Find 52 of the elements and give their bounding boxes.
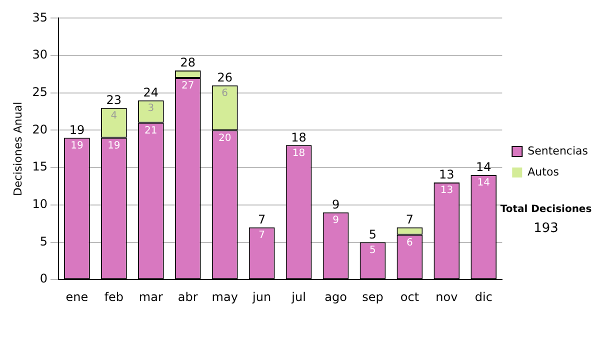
data-label: 14 [477,178,490,189]
total-label: 9 [332,198,340,212]
total-label: 7 [258,212,266,226]
x-tick-label: abr [178,290,198,304]
total-label: 14 [476,160,492,174]
total-label: 28 [180,56,196,70]
y-axis-title: Decisiones Anual [11,102,24,196]
total-label: 23 [106,92,122,107]
data-label: 21 [144,125,158,136]
annotation: Total Decisiones [499,204,593,215]
x-tick-label: may [212,290,238,304]
x-tick-label: ago [324,290,347,304]
data-label: 18 [292,148,306,159]
y-tick-label: 10 [32,197,48,212]
total-label: 26 [217,70,232,85]
legend-label: Autos [528,165,560,178]
y-tick-label: 25 [32,85,48,100]
total-label: 19 [69,122,85,137]
x-tick-label: jun [252,290,272,304]
data-label: 19 [70,140,84,152]
total-label: 5 [368,227,377,242]
y-tick-label: 5 [40,234,48,248]
total-label: 13 [439,168,454,182]
text: 193 [532,221,560,236]
y-tick-label: 0 [40,272,48,286]
x-tick-label: mar [138,290,163,304]
legend-label: Sentencias [528,144,588,158]
x-tick-label: feb [104,290,124,304]
x-tick-label: ene [66,290,88,304]
y-tick-label: 20 [32,122,48,136]
data-label: 3 [148,102,154,114]
data-label: 7 [258,230,266,241]
y-tick-label: 35 [32,10,48,24]
total-label: 18 [291,130,306,144]
data-label: 20 [218,132,232,144]
data-label: 27 [182,80,194,92]
data-label: 9 [332,214,339,226]
data-label: 6 [406,237,413,248]
x-tick-label: sep [362,290,384,304]
total-label: 24 [143,85,159,100]
data-label: 13 [440,185,454,196]
data-label: 4 [110,110,118,122]
y-tick-label: 15 [32,160,48,174]
x-tick-label: oct [400,290,420,304]
y-tick-label: 30 [32,48,48,62]
x-tick-label: dic [474,290,492,304]
x-tick-label: nov [436,290,458,304]
data-label: 5 [370,244,376,256]
x-tick-label: jul [290,290,306,304]
data-label: 6 [222,88,228,100]
data-label: 19 [108,140,120,152]
total-label: 7 [406,212,414,226]
